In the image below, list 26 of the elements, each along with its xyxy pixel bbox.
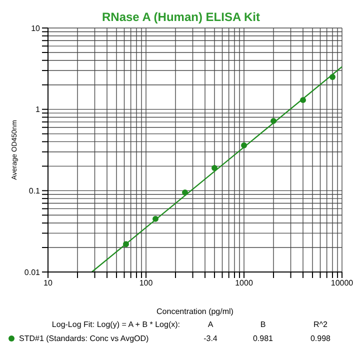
y-tick-label: 10 <box>31 24 41 33</box>
x-tick-label: 100 <box>139 278 154 288</box>
point <box>241 142 247 148</box>
chart-title: RNase A (Human) ELISA Kit <box>100 10 261 24</box>
point <box>123 241 129 248</box>
x-tick-label: 10000 <box>330 278 354 288</box>
point <box>182 190 188 196</box>
text: A <box>206 320 214 329</box>
text: 0.981 <box>252 334 274 344</box>
point <box>330 74 336 80</box>
text: B <box>259 320 267 329</box>
y-tick-label: 1 <box>36 105 41 114</box>
x-tick-label: 10 <box>44 278 53 288</box>
point <box>212 165 218 171</box>
text: 0.998 <box>309 334 332 344</box>
text: Log-Log Fit: Log(y) = A + B * Log(x): <box>50 320 181 329</box>
point <box>270 118 276 124</box>
legend-label: STD#1 (Standards: Conc vs AvgOD) <box>19 334 149 343</box>
point <box>152 216 158 222</box>
x-tick-label: 1000 <box>235 278 254 288</box>
text: R^2 <box>312 320 328 329</box>
y-tick-label: 0.01 <box>24 268 41 277</box>
x-axis-title: Concentration (pg/ml) <box>156 307 234 316</box>
text: -3.4 <box>202 334 218 344</box>
y-tick-label: 0.1 <box>28 186 41 196</box>
point <box>300 97 306 104</box>
